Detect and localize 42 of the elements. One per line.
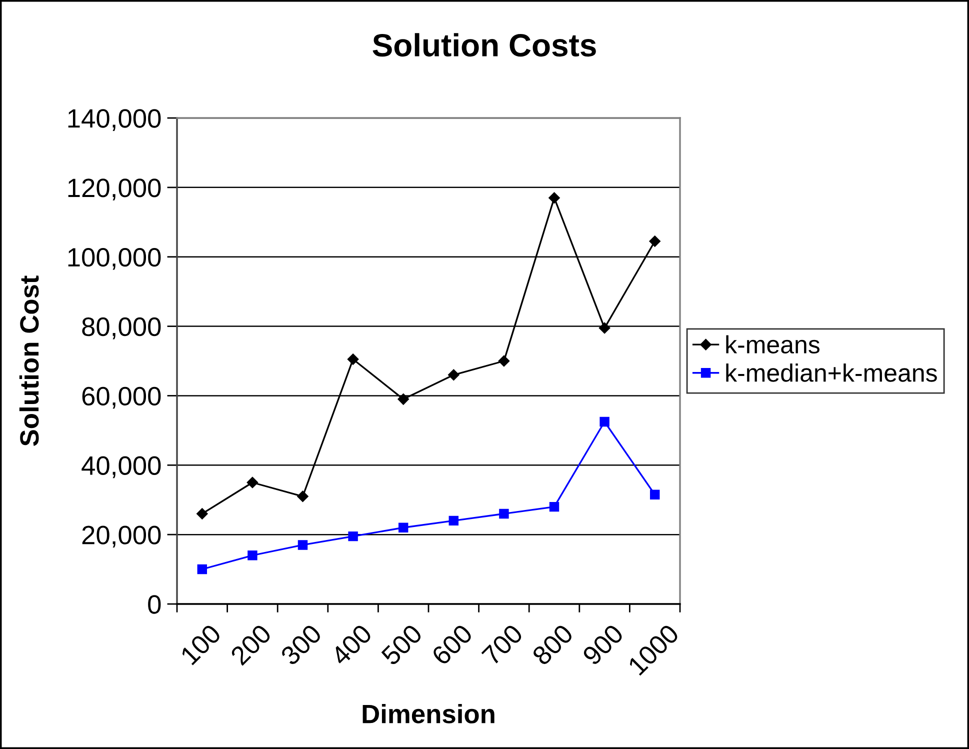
- chart-title: Solution Costs: [372, 33, 596, 57]
- x-axis-title: Dimension: [362, 704, 494, 724]
- point: [297, 490, 308, 502]
- point: [398, 522, 408, 532]
- y-tick-label: 60,000: [82, 386, 161, 409]
- x-tick-label: 300: [280, 623, 323, 666]
- y-tick-label: 80,000: [82, 317, 161, 340]
- point: [548, 192, 560, 204]
- y-tick-label: 140,000: [68, 109, 161, 131]
- y-tick-label: 40,000: [82, 456, 161, 478]
- point: [196, 508, 208, 520]
- x-tick-label: 600: [430, 623, 474, 666]
- x-tick-label: 200: [230, 623, 272, 666]
- x-tick-label: 900: [582, 623, 624, 666]
- x-tick-label: 500: [380, 623, 424, 666]
- point: [650, 490, 660, 500]
- point: [499, 508, 509, 519]
- point: [600, 416, 610, 427]
- legend-label: k-median+k-means: [726, 364, 937, 382]
- point: [448, 516, 459, 526]
- x-tick-label: 800: [531, 623, 574, 666]
- point: [549, 502, 560, 512]
- point: [448, 369, 460, 380]
- point: [498, 355, 510, 367]
- point: [398, 394, 409, 405]
- point: [248, 550, 258, 560]
- legend-label: k-means: [726, 335, 820, 354]
- y-tick-label: 20,000: [82, 526, 161, 548]
- point: [246, 476, 258, 488]
- point: [197, 564, 208, 574]
- y-tick-label: 0: [148, 595, 161, 614]
- point: [347, 354, 359, 365]
- x-tick-label: 700: [481, 623, 524, 666]
- point: [598, 322, 610, 334]
- x-tick-label: 100: [180, 623, 222, 666]
- y-tick-label: 120,000: [68, 178, 161, 200]
- x-tick-label: 400: [330, 623, 373, 666]
- point: [649, 236, 660, 247]
- y-tick-label: 100,000: [68, 248, 161, 270]
- point: [348, 531, 358, 542]
- point: [298, 540, 308, 550]
- y-axis-title: Solution Cost: [19, 276, 39, 446]
